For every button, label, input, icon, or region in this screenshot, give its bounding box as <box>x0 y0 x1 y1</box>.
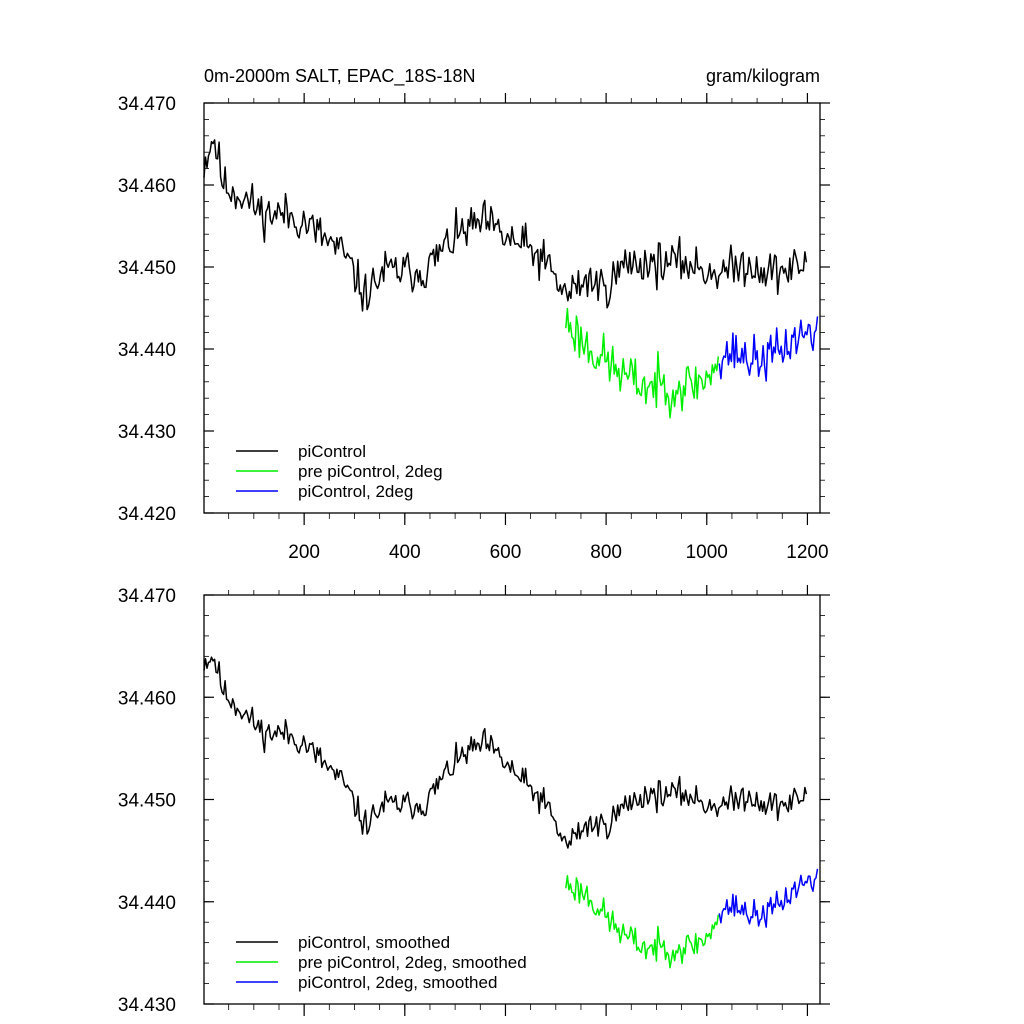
x-tick-label: 600 <box>490 542 522 563</box>
y-tick-label: 34.470 <box>118 586 176 607</box>
top-panel-axes: 34.420 34.430 34.440 34.450 34.460 34.470 200 4… <box>118 93 830 563</box>
top-panel-series <box>203 139 819 419</box>
series-line-pre-picontrol-2deg <box>565 307 720 419</box>
y-tick-label: 34.470 <box>118 94 176 115</box>
series-line-picontrol-2deg-smoothed <box>718 868 819 928</box>
legend-label-picontrol-2deg-smoothed: piControl, 2deg, smoothed <box>298 973 497 992</box>
top-panel-units: gram/kilogram <box>706 66 820 86</box>
bottom-panel-legend: piControl, smoothed pre piControl, 2deg,… <box>236 933 527 992</box>
top-panel-frame <box>203 102 821 514</box>
top-panel-legend: piControl pre piControl, 2deg piControl,… <box>236 442 443 501</box>
y-tick-label: 34.440 <box>118 893 176 914</box>
y-tick-label: 34.430 <box>118 422 176 443</box>
y-tick-label: 34.450 <box>118 258 176 279</box>
series-line-picontrol <box>203 139 808 312</box>
y-tick-label: 34.460 <box>118 688 176 709</box>
y-tick-label: 34.420 <box>118 504 176 525</box>
bottom-panel-axes: 34.430 34.440 34.450 34.460 34.470 <box>118 585 830 1016</box>
top-panel: 0m-2000m SALT, EPAC_18S-18N gram/kilogra… <box>118 66 830 563</box>
x-tick-label: 1000 <box>686 542 728 563</box>
legend-label-pre-picontrol-2deg-smoothed: pre piControl, 2deg, smoothed <box>298 953 527 972</box>
bottom-panel-series <box>203 656 819 969</box>
y-tick-label: 34.460 <box>118 176 176 197</box>
legend-label-picontrol-smoothed: piControl, smoothed <box>298 933 450 952</box>
y-tick-label: 34.440 <box>118 340 176 361</box>
x-tick-label: 800 <box>590 542 622 563</box>
y-tick-label: 34.450 <box>118 791 176 812</box>
series-line-picontrol-2deg <box>718 316 819 382</box>
bottom-panel: 34.430 34.440 34.450 34.460 34.470 piControl… <box>118 585 830 1016</box>
x-tick-label: 1200 <box>786 542 828 563</box>
series-line-picontrol-smoothed <box>203 656 808 849</box>
y-tick-label: 34.430 <box>118 995 176 1016</box>
top-panel-title: 0m-2000m SALT, EPAC_18S-18N <box>204 66 475 87</box>
legend-label-pre-picontrol-2deg: pre piControl, 2deg <box>298 462 443 481</box>
series-line-pre-picontrol-2deg-smoothed <box>565 874 720 969</box>
legend-label-picontrol: piControl <box>298 442 366 461</box>
x-tick-label: 200 <box>288 542 320 563</box>
x-tick-label: 400 <box>389 542 421 563</box>
bottom-panel-frame <box>203 594 821 1005</box>
legend-label-picontrol-2deg: piControl, 2deg <box>298 482 413 501</box>
